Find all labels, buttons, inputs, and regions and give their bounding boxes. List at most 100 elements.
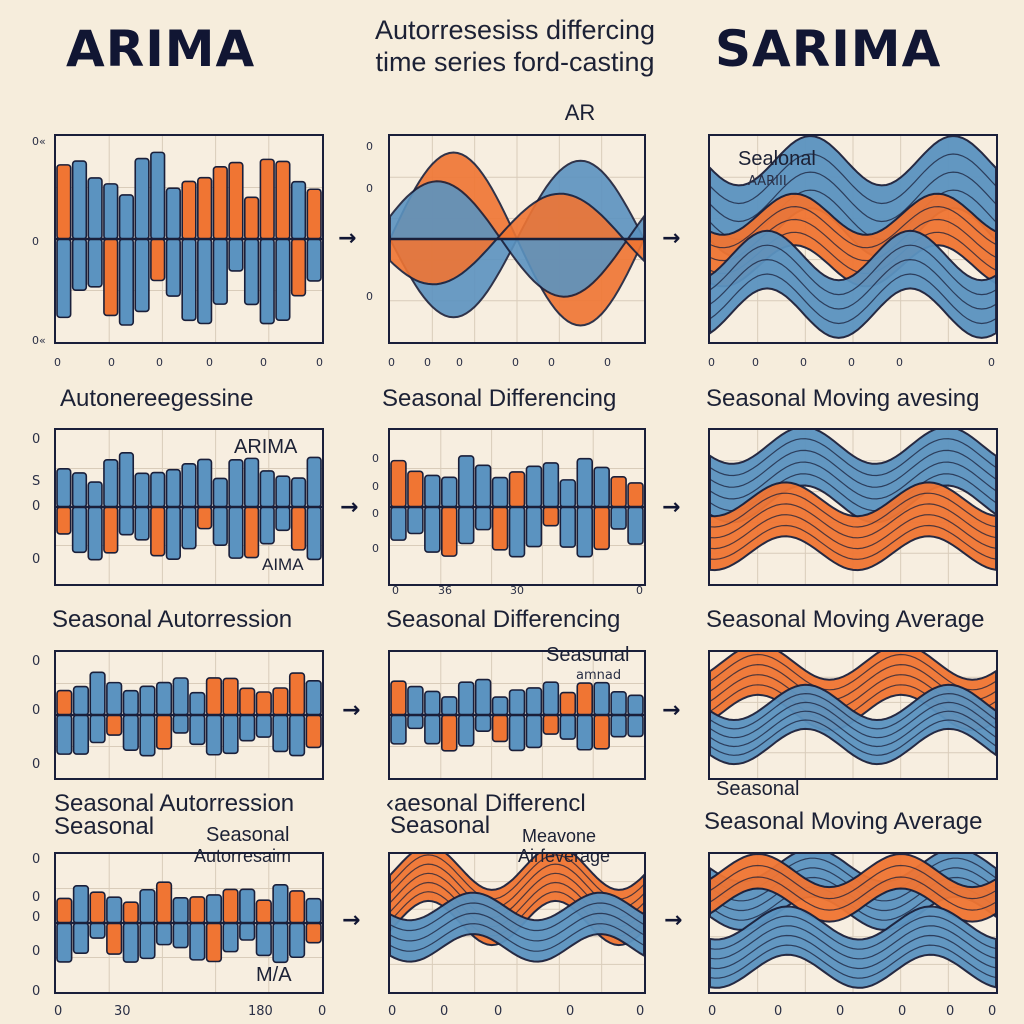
row3-inner-label-seasonal: Seasonal: [716, 778, 800, 800]
row3-arrow-1: →: [342, 698, 361, 723]
row1-p2-y-2: 0: [366, 290, 373, 303]
row4-label-airfeverage: Airfeverage: [518, 846, 611, 866]
subtitle-line-3: AR: [564, 100, 596, 125]
bar-down: [197, 506, 213, 530]
bar-up: [118, 194, 135, 240]
bar-down: [172, 714, 189, 734]
bar-down: [87, 238, 103, 288]
bar-down: [205, 922, 223, 963]
row4-p3-x-1: 0: [774, 1004, 783, 1019]
bar-up: [305, 897, 322, 924]
row4-p3-x-0: 0: [708, 1004, 717, 1019]
row1-p2-x-1: 0: [424, 356, 431, 369]
bar-up: [106, 681, 123, 716]
wave-line: [710, 925, 996, 960]
row3-caption-1: Seasonal Autorression: [54, 790, 295, 817]
row4-differencing-band-chart: [388, 852, 646, 994]
bar-up: [259, 158, 275, 240]
row2-inner-label-aima: AIMA: [262, 555, 304, 574]
bar-up: [525, 465, 543, 508]
row1-inner-label-seasonal: Sealonal: [738, 148, 816, 170]
row1-p1-x-1: 0: [108, 356, 115, 369]
bar-down: [491, 714, 509, 743]
bar-up: [576, 457, 593, 508]
bar-down: [139, 922, 156, 960]
bar-up: [440, 476, 458, 508]
bar-down: [275, 506, 291, 532]
bar-up: [627, 694, 644, 716]
row2-arima-bar-chart: [54, 428, 324, 586]
bar-down: [103, 506, 119, 554]
bar-up: [72, 884, 90, 924]
row2-caption-1: Seasonal Autorression: [52, 606, 293, 633]
row3-sarima-band-chart: [708, 650, 998, 780]
bar-up: [610, 475, 627, 508]
bar-up: [71, 472, 88, 508]
bar-down: [228, 238, 244, 272]
row3-arima-bar-chart: [54, 650, 324, 780]
bar-up: [259, 470, 275, 508]
bar-down: [89, 714, 106, 744]
bar-down: [243, 506, 260, 559]
wave-band: [390, 891, 644, 963]
row4-sarima-band-chart: [708, 852, 998, 994]
row2-differencing-bar-svg: [390, 430, 644, 584]
bar-up: [228, 161, 244, 240]
row1-p1-x-3: 0: [206, 356, 213, 369]
row2-p2-y-2: 0: [372, 507, 379, 520]
bar-up: [134, 472, 150, 508]
bar-down: [118, 238, 135, 326]
row1-p1-x-0: 0: [54, 356, 61, 369]
bar-down: [181, 238, 197, 322]
bar-up: [56, 164, 72, 240]
bar-up: [172, 677, 189, 716]
bar-up: [593, 681, 610, 716]
row4-p1-y-0: 0: [32, 852, 41, 867]
bar-down: [407, 506, 424, 535]
bar-up: [122, 901, 139, 924]
bar-down: [72, 714, 90, 755]
bar-up: [89, 671, 106, 716]
bar-up: [134, 157, 150, 240]
row3-inner-label-seasunal: Seasunal: [546, 644, 630, 666]
row1-sarima-band-chart: [708, 134, 998, 344]
bar-up: [172, 897, 189, 924]
row4-sarima-band-svg: [710, 854, 996, 992]
row4-label-seasonal-2: Seasonal: [390, 812, 491, 839]
row2-p2-y-0: 0: [372, 452, 379, 465]
bar-down: [228, 506, 244, 559]
wave-band: [710, 192, 996, 288]
bar-up: [87, 481, 103, 508]
bar-down: [56, 506, 72, 535]
row2-sarima-band-chart: [708, 428, 998, 586]
bar-down: [491, 506, 509, 551]
wave-band: [710, 430, 996, 524]
row4-p2-x-0: 0: [388, 1004, 397, 1019]
row1-p2-x-2: 0: [456, 356, 463, 369]
bar-up: [56, 689, 73, 716]
row1-p1-x-5: 0: [316, 356, 323, 369]
bar-down: [259, 506, 275, 545]
row1-arrow-2: →: [662, 226, 681, 251]
row2-p1-y-0: 0: [32, 432, 41, 447]
bar-down: [181, 506, 197, 550]
wave-band: [710, 229, 996, 339]
bar-down: [155, 714, 173, 750]
row1-p3-x-3: 0: [848, 356, 855, 369]
bar-down: [259, 238, 275, 325]
bar-down: [457, 714, 475, 747]
bar-down: [134, 238, 150, 313]
bar-down: [306, 506, 322, 561]
row2-p1-y-3: 0: [32, 552, 41, 567]
bar-up: [165, 187, 181, 240]
bar-up: [150, 471, 166, 508]
bar-down: [593, 506, 610, 551]
bar-down: [205, 714, 223, 756]
bar-down: [474, 506, 492, 531]
row3-p1-y-1: 0: [32, 703, 41, 718]
row3-sarima-band-svg: [710, 652, 996, 778]
row4-p1-x-0: 0: [54, 1004, 63, 1019]
bar-up: [390, 459, 407, 508]
sarima-title: SARIMA: [715, 20, 942, 78]
bar-down: [474, 714, 492, 733]
